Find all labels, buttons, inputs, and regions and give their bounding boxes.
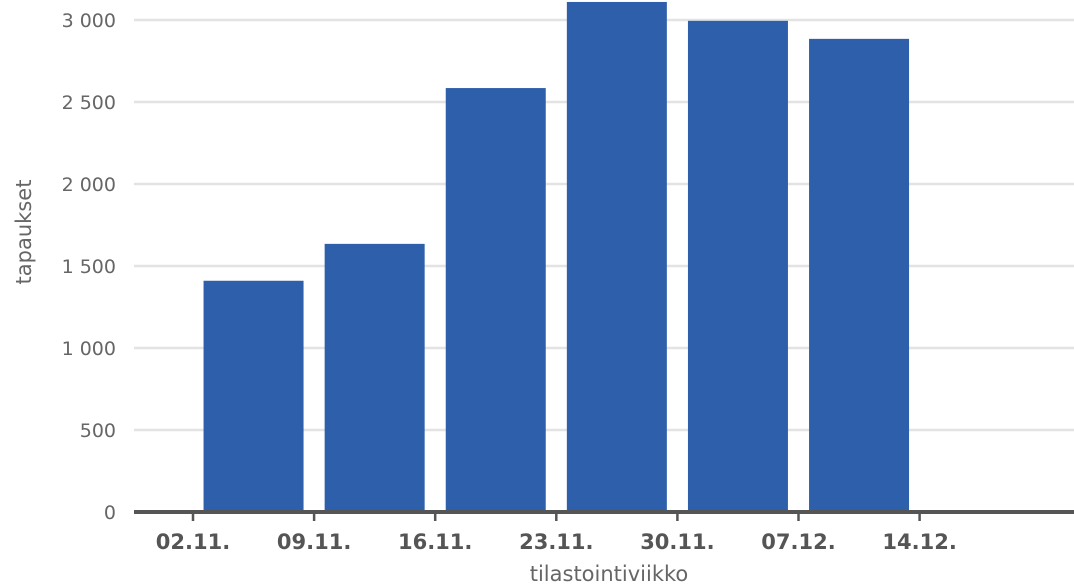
bar xyxy=(566,1,667,513)
y-tick-label: 1 500 xyxy=(62,256,116,278)
bar xyxy=(203,280,304,512)
bar xyxy=(445,88,546,512)
y-tick-label: 3 000 xyxy=(62,10,116,32)
x-axis-label: tilastointiviikko xyxy=(530,562,689,585)
x-tick-label: 30.11. xyxy=(640,530,714,554)
x-tick-label: 16.11. xyxy=(398,530,472,554)
x-axis xyxy=(134,510,1074,521)
bar xyxy=(324,243,425,513)
y-tick-label: 2 000 xyxy=(62,174,116,196)
y-tick-label: 1 000 xyxy=(62,338,116,360)
x-tick-label: 23.11. xyxy=(519,530,593,554)
y-tick-label: 500 xyxy=(80,420,116,442)
x-tick-label: 14.12. xyxy=(882,530,956,554)
bar xyxy=(809,38,910,513)
x-tick-labels: 02.11. 09.11. 16.11. 23.11. 30.11. 07.12. 14.1… xyxy=(156,530,957,554)
bars xyxy=(203,1,910,513)
y-axis: 0 500 1 000 1 500 2 000 2 500 3 000 xyxy=(62,10,116,524)
y-axis-label: tapaukset xyxy=(12,180,36,285)
x-tick-label: 02.11. xyxy=(156,530,230,554)
y-tick-label: 2 500 xyxy=(62,92,116,114)
x-tick-label: 09.11. xyxy=(277,530,351,554)
y-tick-label: 0 xyxy=(104,502,116,524)
bar xyxy=(687,20,788,512)
x-tick-label: 07.12. xyxy=(761,530,835,554)
